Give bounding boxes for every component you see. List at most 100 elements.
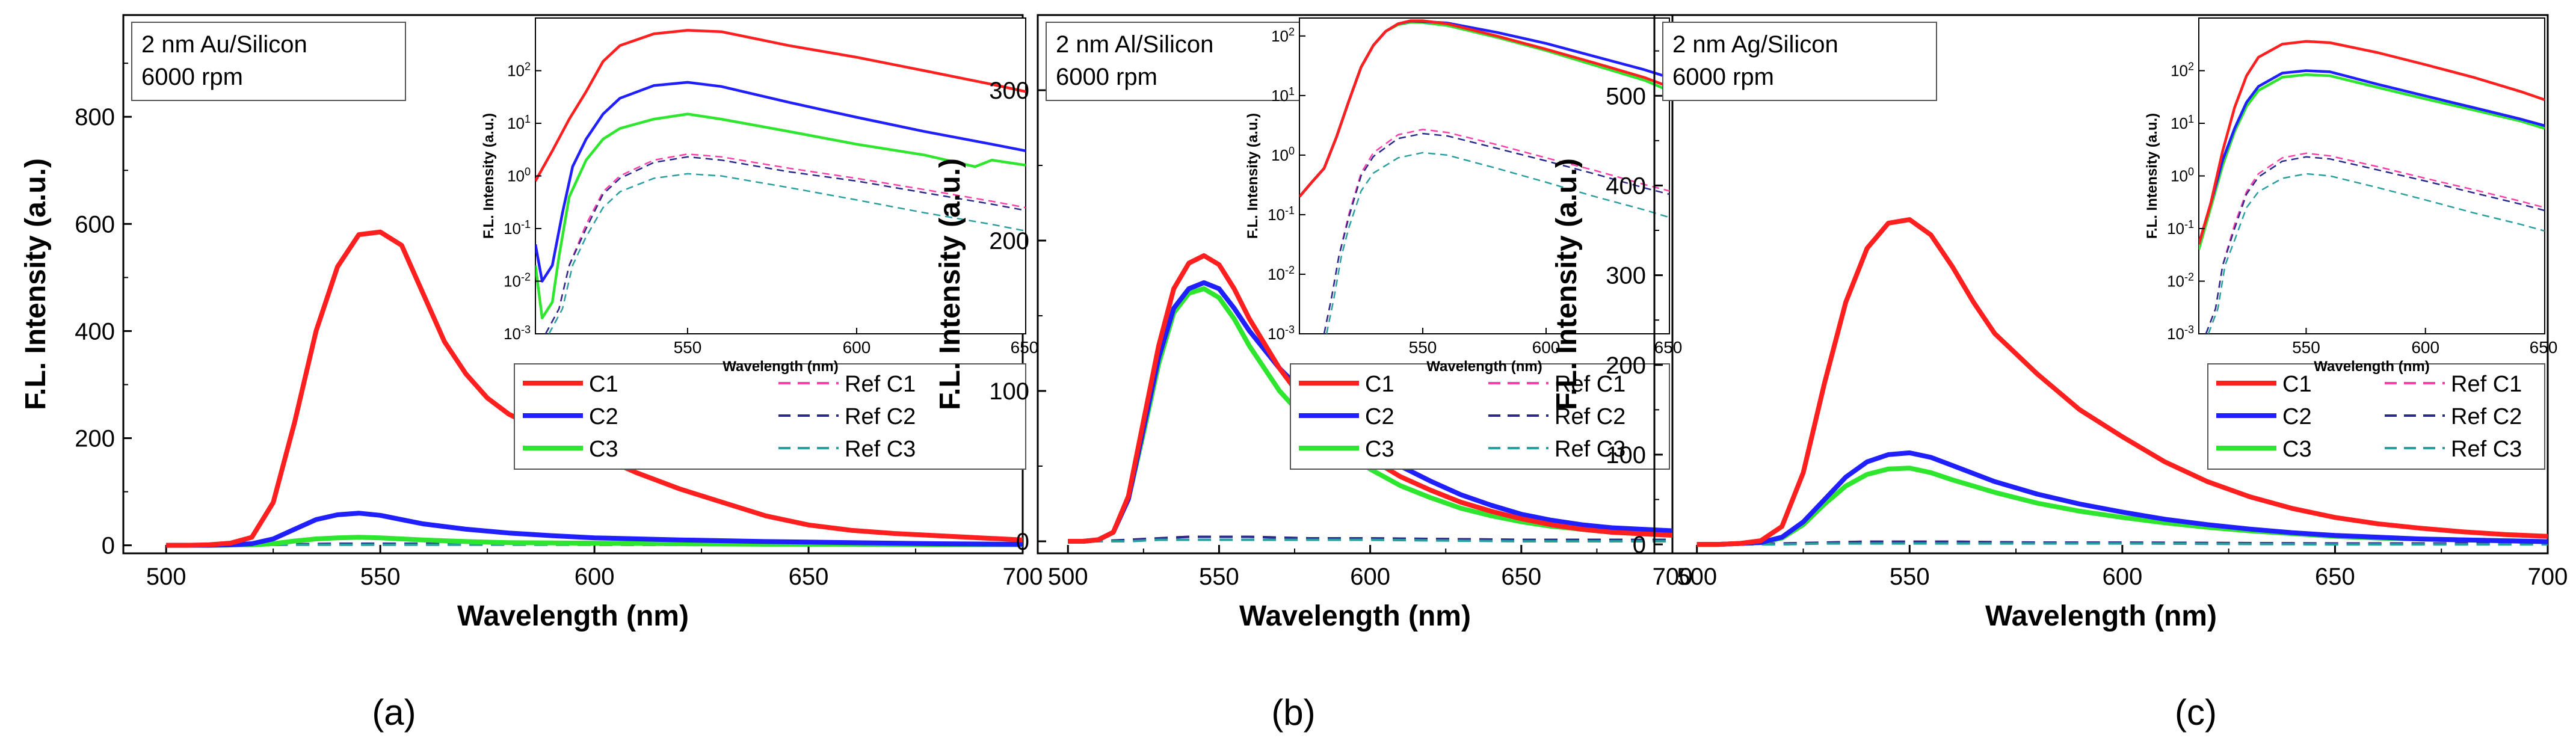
inset-y-tick-exp: 2 (1289, 26, 1295, 38)
legend-label-RefC3: Ref C3 (845, 437, 916, 462)
sample-subtitle: 6000 rpm (141, 64, 243, 90)
inset-x-tick-label: 550 (1409, 338, 1437, 357)
y-tick-label: 0 (1016, 529, 1029, 555)
inset-y-tick-base: 10 (507, 62, 525, 80)
plot-frame (1037, 14, 1674, 555)
inset-x-tick-label: 600 (2411, 338, 2439, 357)
legend-label-RefC3: Ref C3 (2451, 437, 2522, 462)
legend-label-C3: C3 (589, 437, 618, 462)
y-tick-label: 400 (75, 318, 115, 345)
y-axis-label: F.L. Intensity (a.u.) (934, 158, 966, 410)
inset-series-group (2199, 40, 2545, 334)
inset-x-tick-label: 650 (2530, 338, 2558, 357)
legend-label-C1: C1 (2282, 372, 2312, 397)
inset-y-tick-base: 10 (504, 325, 521, 343)
inset-y-tick-exp: -3 (1285, 324, 1295, 336)
x-tick-label: 550 (360, 564, 401, 590)
inset-y-tick-base: 10 (504, 220, 521, 238)
sample-subtitle: 6000 rpm (1672, 64, 1774, 90)
series-line-C2 (1696, 450, 2548, 547)
legend: C1 Ref C1 C2 Ref C2 C3 Ref C3 (2207, 363, 2545, 470)
inset-y-tick-label: 10-1 (1268, 204, 1295, 224)
inset-x-axis-label: Wavelength (nm) (1426, 358, 1542, 375)
y-axis-label: F.L. Intensity (a.u.) (1551, 158, 1583, 410)
inset-y-tick-base: 10 (1268, 325, 1285, 343)
inset-y-tick-base: 10 (1268, 206, 1285, 224)
sample-title: 2 nm Al/Silicon (1056, 31, 1213, 58)
inset-y-tick-label: 101 (507, 113, 531, 132)
inset-frame (535, 17, 1026, 334)
inset-x-tick-label: 600 (843, 338, 871, 357)
inset-y-tick-base: 10 (2167, 272, 2184, 290)
inset-y-tick-exp: 2 (2188, 61, 2194, 73)
inset-series-line-RefC3 (1325, 152, 1669, 334)
inset-y-tick-base: 10 (504, 272, 521, 290)
inset-y-tick-base: 10 (507, 167, 525, 185)
inset-x-axis-label: Wavelength (nm) (723, 358, 838, 375)
inset-y-tick-base: 10 (1271, 146, 1289, 164)
series-group (1068, 253, 1672, 544)
x-tick-label: 550 (1199, 564, 1239, 590)
inset-y-tick-exp: -3 (521, 324, 531, 336)
legend: C1 Ref C1 C2 Ref C2 C3 Ref C3 (514, 363, 1026, 470)
legend-label-C1: C1 (589, 372, 618, 397)
inset-y-tick-base: 10 (1268, 265, 1285, 283)
figure-caption: (c) (2175, 692, 2217, 733)
inset-y-tick-label: 10-2 (504, 271, 531, 290)
series-line-RefC3 (1068, 538, 1672, 543)
y-tick-label: 200 (1606, 352, 1646, 379)
inset-y-tick-base: 10 (1271, 27, 1289, 45)
x-tick-label: 700 (1003, 564, 1043, 590)
y-tick-label: 300 (1606, 263, 1646, 289)
x-tick-label: 650 (1501, 564, 1541, 590)
inset-y-tick-exp: 1 (1289, 85, 1295, 97)
sample-label-box: 2 nm Al/Silicon 6000 rpm (1046, 22, 1320, 101)
series-line-C3 (166, 535, 1023, 548)
series-group (1696, 217, 2548, 547)
series-line-RefC3 (1696, 542, 2548, 546)
y-tick-label: 800 (75, 104, 115, 131)
inset-series-line-C1 (535, 29, 1026, 182)
plot-frame (1653, 14, 2549, 555)
inset-y-tick-base: 10 (2171, 167, 2188, 185)
inset-series-line-RefC1 (544, 153, 1026, 334)
inset-y-axis-label: F.L. Intensity (a.u.) (2144, 113, 2160, 239)
inset-y-tick-label: 10-1 (2167, 218, 2194, 238)
inset-y-tick-label: 102 (1271, 26, 1295, 45)
inset-y-tick-base: 10 (2171, 62, 2188, 80)
inset-y-tick-label: 100 (2171, 166, 2194, 185)
series-line-C1 (1068, 253, 1672, 544)
inset-x-tick-label: 550 (2292, 338, 2320, 357)
inset-y-tick-exp: -1 (521, 218, 531, 230)
inset-y-tick-exp: -1 (1285, 204, 1295, 217)
inset-y-tick-base: 10 (2167, 325, 2184, 343)
x-tick-label: 550 (1890, 564, 1930, 590)
x-tick-label: 600 (1350, 564, 1390, 590)
inset-series-group (1299, 19, 1669, 334)
legend-label-C2: C2 (589, 404, 618, 429)
inset-y-axis-label: F.L. Intensity (a.u.) (1245, 113, 1261, 239)
sample-label-frame (1662, 22, 1937, 101)
inset-y-tick-label: 102 (2171, 61, 2194, 80)
inset-y-tick-exp: 0 (525, 166, 531, 178)
y-tick-label: 600 (75, 211, 115, 238)
sample-label-box: 2 nm Ag/Silicon 6000 rpm (1662, 22, 1937, 101)
inset-x-tick-label: 600 (1532, 338, 1561, 357)
legend-label-C3: C3 (1365, 437, 1394, 462)
sample-label-frame (1046, 22, 1320, 101)
inset-y-tick-label: 101 (1271, 85, 1295, 105)
x-axis-label: Wavelength (nm) (1985, 600, 2217, 632)
legend-label-RefC2: Ref C2 (2451, 404, 2522, 429)
y-tick-label: 0 (102, 533, 115, 559)
inset-x-axis-label: Wavelength (nm) (2314, 358, 2429, 375)
inset-y-tick-label: 101 (2171, 113, 2194, 132)
series-group (166, 229, 1023, 548)
inset-y-tick-base: 10 (1271, 87, 1289, 105)
x-tick-label: 650 (2315, 564, 2355, 590)
inset-y-tick-label: 10-1 (504, 218, 531, 238)
inset-series-group (535, 29, 1026, 334)
